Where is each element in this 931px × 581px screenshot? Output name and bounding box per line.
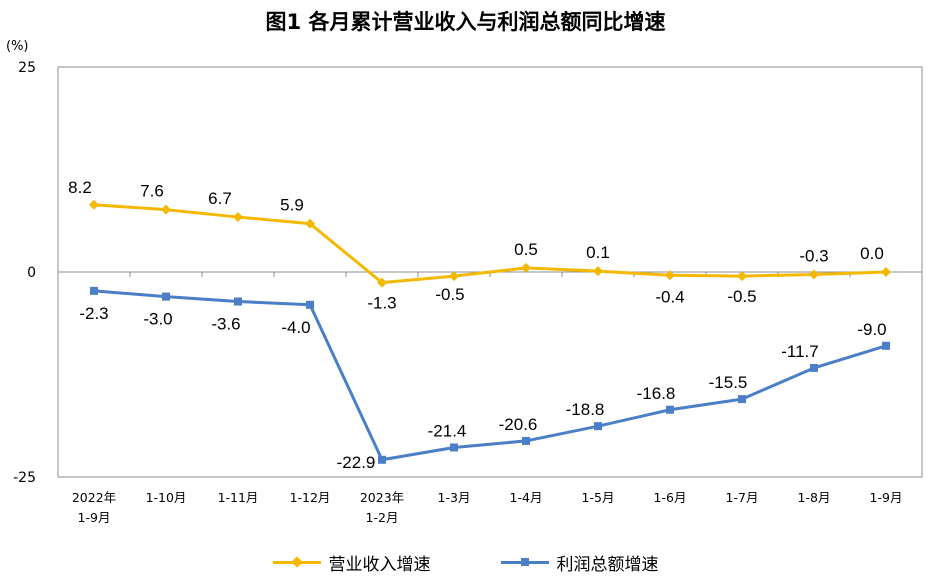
data-point-revenue <box>233 212 243 223</box>
x-category-label: 2022年 <box>72 490 116 505</box>
line-chart: (%) 25 0 -25 2022年 1-9月 1-10月 1-11月 1-12月 2023年 1-… <box>6 39 923 525</box>
data-label-revenue: -0.3 <box>799 246 828 265</box>
x-category-label: 1-12月 <box>290 490 331 505</box>
data-label-revenue: -1.3 <box>367 294 396 313</box>
legend-label-revenue: 营业收入增速 <box>328 554 431 575</box>
data-point-revenue <box>881 267 891 277</box>
x-category-label: 1-10月 <box>146 490 187 505</box>
data-label-revenue: -0.5 <box>727 287 756 306</box>
legend-item-profit: 利润总额增速 <box>500 550 659 575</box>
legend-marker-revenue <box>290 556 303 568</box>
data-label-revenue: 0.5 <box>514 240 538 259</box>
data-point-revenue <box>521 262 531 273</box>
series-line-revenue <box>93 203 887 285</box>
data-point-profit <box>378 455 386 464</box>
x-category-label: 1-8月 <box>798 490 831 505</box>
data-point-revenue <box>377 277 387 288</box>
chart-title: 图1 各月累计营业收入与利润总额同比增速 <box>265 10 666 34</box>
x-category-label: 1-2月 <box>366 510 399 525</box>
data-point-profit <box>234 297 242 306</box>
x-category-label: 1-11月 <box>218 490 259 505</box>
data-label-profit: -3.0 <box>143 310 172 329</box>
data-point-profit <box>90 286 98 295</box>
data-point-profit <box>450 443 458 452</box>
data-label-profit: -4.0 <box>281 318 310 337</box>
data-point-revenue <box>305 218 315 229</box>
data-label-revenue: -0.4 <box>655 287 684 306</box>
data-point-revenue <box>809 269 819 280</box>
data-label-profit: -9.0 <box>857 320 886 339</box>
data-point-revenue <box>161 204 171 215</box>
data-label-profit: -11.7 <box>781 342 819 361</box>
data-label-revenue: 8.2 <box>68 178 92 197</box>
data-point-profit <box>738 395 746 404</box>
x-category-label: 1-5月 <box>582 490 615 505</box>
data-label-revenue: 7.6 <box>140 182 164 201</box>
data-point-profit <box>594 422 602 431</box>
x-category-label: 1-7月 <box>726 490 759 505</box>
legend: 营业收入增速 利润总额增速 <box>0 548 931 576</box>
legend-item-revenue: 营业收入增速 <box>272 550 431 575</box>
y-tick-label: 0 <box>27 265 36 281</box>
data-label-revenue: 5.9 <box>280 196 304 215</box>
y-tick-label: 25 <box>18 60 36 76</box>
data-label-profit: -22.9 <box>337 453 376 472</box>
series-line-profit <box>93 289 887 462</box>
data-label-profit: -20.6 <box>499 415 538 434</box>
data-point-revenue <box>593 266 603 277</box>
legend-marker-profit <box>520 558 529 566</box>
legend-swatch-revenue <box>272 555 321 569</box>
data-label-revenue: 6.7 <box>208 189 232 208</box>
legend-swatch-profit <box>500 555 549 569</box>
x-category-label: 1-9月 <box>870 490 903 505</box>
data-point-profit <box>306 300 314 309</box>
data-point-revenue <box>737 271 747 282</box>
data-label-revenue: 0.1 <box>586 243 610 262</box>
x-category-label: 1-6月 <box>654 490 687 505</box>
data-label-profit: -3.6 <box>211 315 240 334</box>
data-point-revenue <box>665 270 675 281</box>
y-tick-label: -25 <box>13 470 36 486</box>
legend-label-profit: 利润总额增速 <box>556 554 659 575</box>
x-category-label: 1-3月 <box>438 490 471 505</box>
data-point-profit <box>522 436 530 445</box>
data-label-revenue: 0.0 <box>860 244 884 263</box>
data-point-profit <box>810 363 818 372</box>
data-label-revenue: -0.5 <box>435 285 464 304</box>
x-category-label: 1-4月 <box>510 490 543 505</box>
y-axis-unit-label: (%) <box>6 39 29 54</box>
data-label-profit: -2.3 <box>79 304 108 323</box>
data-point-profit <box>666 405 674 414</box>
data-label-profit: -15.5 <box>709 373 748 392</box>
data-point-revenue <box>89 199 99 210</box>
x-category-label: 1-9月 <box>78 510 111 525</box>
data-label-profit: -18.8 <box>566 400 605 419</box>
data-point-revenue <box>449 271 459 282</box>
data-point-profit <box>162 292 170 301</box>
data-point-profit <box>882 341 890 350</box>
x-category-label: 2023年 <box>360 490 404 505</box>
data-label-profit: -21.4 <box>428 421 467 440</box>
data-label-profit: -16.8 <box>637 384 676 403</box>
